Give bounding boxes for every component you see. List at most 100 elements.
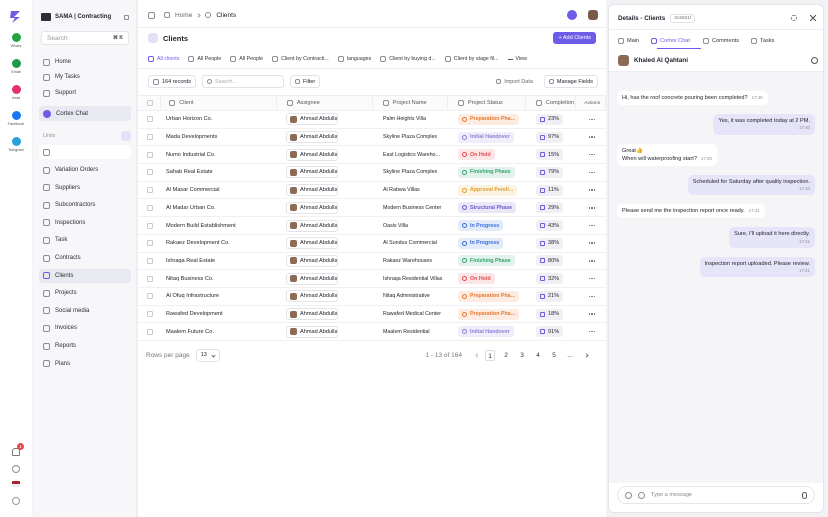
client-name[interactable]: Al Madar Urban Co.: [166, 204, 216, 211]
checkbox[interactable]: [147, 222, 153, 229]
checkbox[interactable]: [147, 293, 153, 300]
client-name[interactable]: Rakaez Development Co.: [166, 240, 230, 247]
checkbox[interactable]: [147, 100, 153, 106]
row-actions[interactable]: [588, 189, 596, 191]
nav-item[interactable]: Plans: [39, 357, 131, 371]
row-actions[interactable]: [588, 153, 596, 156]
channel-link[interactable]: Facebook: [0, 111, 32, 126]
settings-button[interactable]: [12, 465, 20, 473]
row-actions[interactable]: [588, 242, 596, 244]
checkbox[interactable]: [147, 169, 153, 176]
row-actions[interactable]: [588, 277, 596, 280]
row-actions[interactable]: [588, 295, 596, 298]
nav-item[interactable]: Social media: [39, 304, 131, 318]
nav-item[interactable]: Invoices: [39, 321, 131, 335]
page-button[interactable]: 5: [552, 351, 556, 359]
add-unit-button[interactable]: [121, 131, 131, 141]
unit-field[interactable]: [39, 145, 131, 159]
page-button[interactable]: 4: [536, 351, 540, 359]
checkbox[interactable]: [147, 275, 153, 282]
client-name[interactable]: Modern Build Establishment: [166, 222, 236, 229]
record-id[interactable]: 3c6831f: [670, 13, 696, 23]
details-tab[interactable]: Main: [618, 38, 639, 44]
view-tab[interactable]: Client by buying d...: [380, 56, 436, 62]
language-flag[interactable]: [12, 481, 20, 487]
channel-link[interactable]: Whats: [0, 33, 32, 48]
rows-per-page-select[interactable]: 13: [195, 348, 220, 362]
checkbox[interactable]: [147, 240, 153, 247]
nav-item[interactable]: Home: [39, 55, 131, 69]
view-tab[interactable]: All People: [230, 56, 263, 62]
checkbox[interactable]: [147, 328, 153, 335]
page-button[interactable]: 2: [504, 351, 508, 359]
checkbox[interactable]: [147, 187, 153, 194]
view-tab[interactable]: Client by Contracti...: [272, 56, 329, 62]
nav-item[interactable]: Inspections: [39, 216, 131, 230]
breadcrumb-item[interactable]: Home: [175, 11, 193, 19]
view-tab[interactable]: All People: [188, 56, 221, 62]
client-name[interactable]: Ishraqa Real Estate: [166, 257, 216, 264]
close-button[interactable]: [810, 15, 816, 21]
checkbox[interactable]: [147, 151, 153, 158]
client-name[interactable]: Urban Horizon Co.: [166, 116, 213, 123]
notifications-button[interactable]: 1: [12, 443, 24, 456]
page-button[interactable]: 1: [485, 349, 495, 361]
nav-item[interactable]: Support: [39, 86, 131, 100]
view-tab[interactable]: languages: [337, 56, 371, 62]
nav-item[interactable]: Task: [39, 233, 131, 247]
client-name[interactable]: Sahab Real Estate: [166, 169, 213, 176]
channel-link[interactable]: Insta: [0, 85, 32, 100]
checkbox[interactable]: [147, 116, 153, 123]
nav-item[interactable]: Clients: [39, 268, 131, 283]
row-actions[interactable]: [588, 330, 596, 333]
filter-button[interactable]: Filter: [290, 75, 321, 88]
manage-fields-button[interactable]: Manage Fields: [543, 75, 598, 88]
nav-item[interactable]: Suppliers: [39, 181, 131, 195]
client-name[interactable]: Rawafed Development: [166, 311, 223, 318]
row-actions[interactable]: [588, 171, 596, 174]
details-tab[interactable]: Tasks: [751, 38, 774, 44]
view-button[interactable]: View: [507, 56, 527, 62]
nav-item[interactable]: Projects: [39, 286, 131, 300]
nav-item[interactable]: Subcontractors: [39, 198, 131, 212]
import-button[interactable]: Import Data: [491, 75, 538, 88]
page-button[interactable]: 3: [520, 351, 524, 359]
checkbox[interactable]: [147, 311, 153, 318]
nav-item[interactable]: Contracts: [39, 251, 131, 265]
row-actions[interactable]: [588, 224, 596, 227]
view-tab[interactable]: Client by stage fil...: [444, 56, 499, 62]
client-name[interactable]: Numo Industrial Co.: [166, 151, 216, 158]
row-actions[interactable]: [588, 136, 596, 138]
add-clients-button[interactable]: + Add Clients: [553, 32, 596, 44]
client-name[interactable]: Al Ofuq Infrastructure: [166, 293, 220, 300]
nav-item[interactable]: Cortex Chat: [39, 106, 131, 121]
row-actions[interactable]: [588, 313, 596, 315]
nav-item[interactable]: Variation Orders: [39, 163, 131, 177]
row-actions[interactable]: [588, 118, 596, 121]
details-tab[interactable]: Cortex Chat: [651, 38, 690, 44]
next-page[interactable]: [584, 352, 589, 358]
nav-item[interactable]: Reports: [39, 339, 131, 353]
client-name[interactable]: Nitaq Business Co.: [166, 275, 214, 282]
search-box[interactable]: Search ⌘ K: [41, 31, 129, 45]
view-tab[interactable]: All clients: [148, 56, 179, 62]
table-search[interactable]: Search...: [202, 75, 285, 88]
row-actions[interactable]: [588, 207, 596, 209]
channel-link[interactable]: Telegram: [0, 137, 32, 152]
workspace-switcher[interactable]: SAMA | Contracting: [41, 10, 129, 24]
ai-avatar[interactable]: [567, 10, 577, 20]
theme-toggle[interactable]: [12, 497, 20, 505]
client-name[interactable]: Mada Developments: [166, 134, 218, 141]
message-composer[interactable]: Type a message: [617, 486, 815, 504]
checkbox[interactable]: [147, 134, 153, 141]
checkbox[interactable]: [147, 257, 153, 264]
user-avatar[interactable]: [588, 10, 598, 20]
nav-item[interactable]: My Tasks: [39, 70, 131, 84]
page-button[interactable]: ...: [567, 351, 573, 359]
prev-page[interactable]: [475, 352, 480, 358]
client-name[interactable]: Al Masar Commercial: [166, 187, 220, 194]
row-actions[interactable]: [588, 260, 596, 262]
details-tab[interactable]: Comments: [702, 38, 739, 44]
checkbox[interactable]: [147, 204, 153, 211]
channel-link[interactable]: Email: [0, 59, 32, 74]
